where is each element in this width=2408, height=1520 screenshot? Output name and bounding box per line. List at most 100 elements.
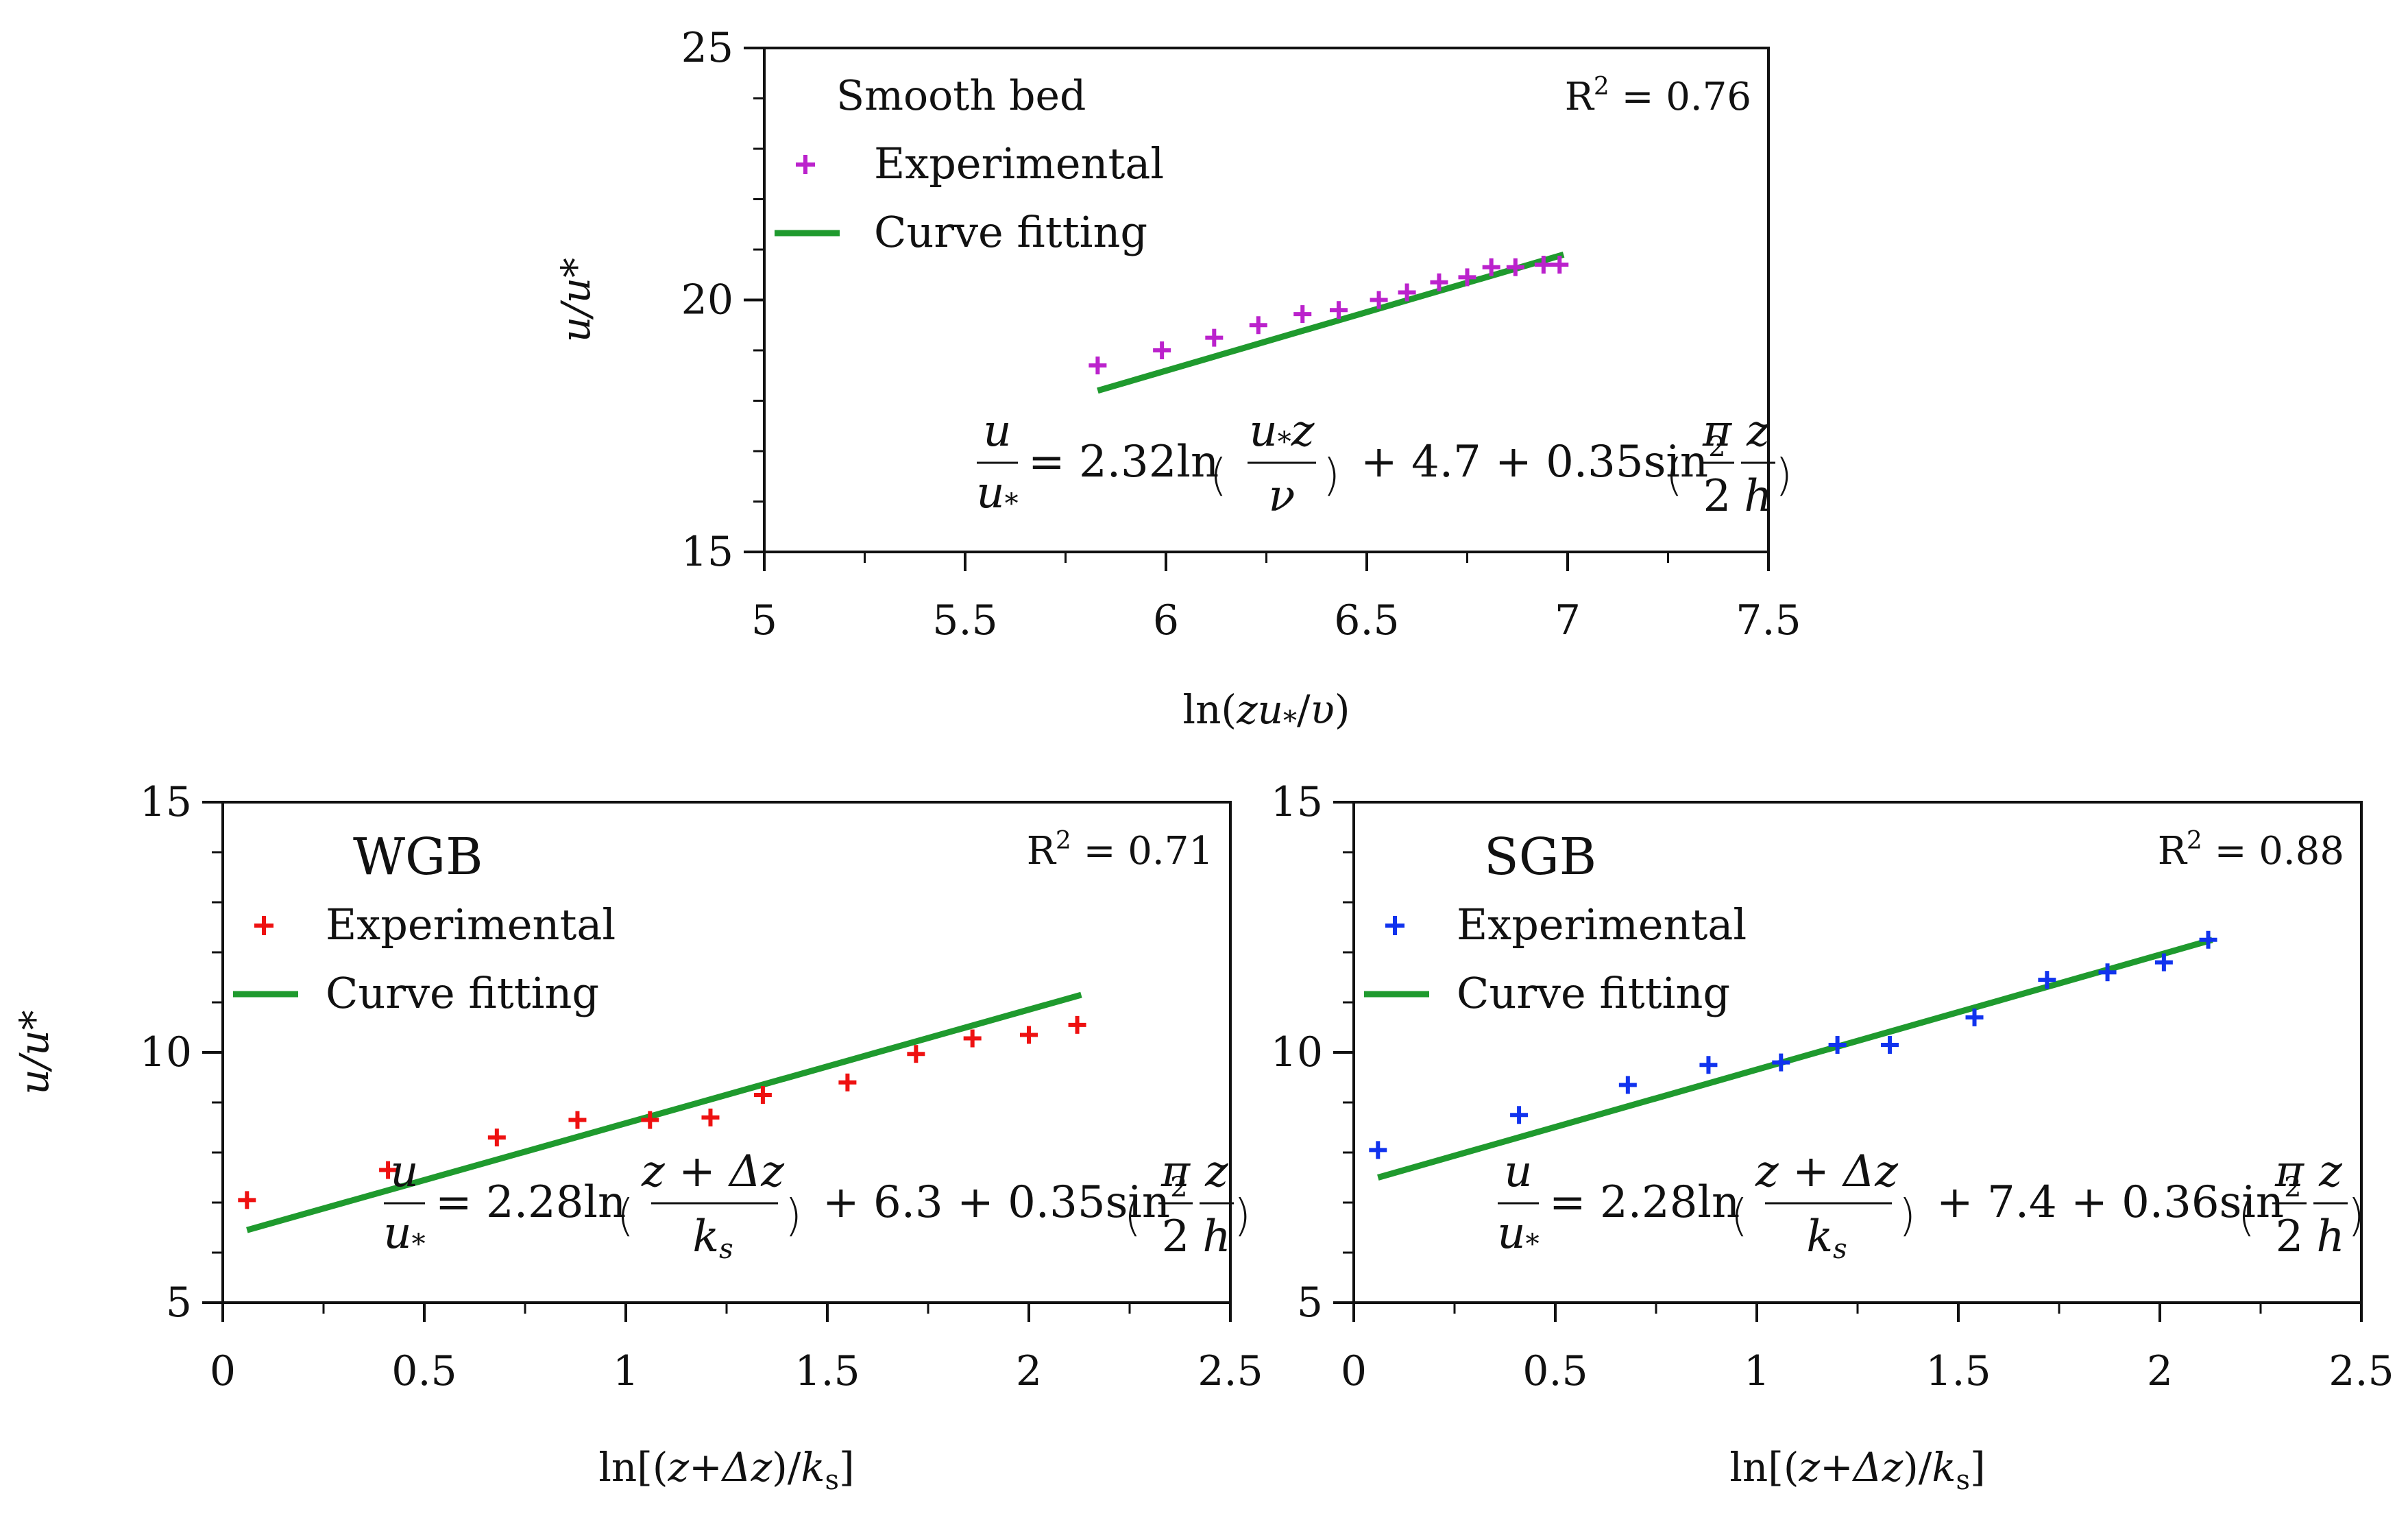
- legend-label-experimental: Experimental: [1457, 900, 1747, 950]
- eq-pi: π: [2274, 1146, 2304, 1197]
- y-tick-label: 10: [140, 1028, 192, 1076]
- data-point: [1089, 357, 1107, 375]
- eq-lhs-den: u*: [383, 1208, 425, 1260]
- eq-paren-close: ): [1899, 1191, 1916, 1242]
- data-point: [238, 1191, 256, 1209]
- x-title-part: ln[(: [598, 1444, 668, 1491]
- eq-numer-sub: *: [1278, 426, 1291, 458]
- eq-z: z: [1746, 406, 1771, 457]
- x-title-part: +: [1820, 1444, 1853, 1491]
- eq-denom-sub: s: [719, 1233, 733, 1265]
- data-point: [2038, 971, 2056, 989]
- panel-title: SGB: [1484, 828, 1596, 886]
- eq-lhs-den-u: u: [383, 1208, 411, 1259]
- legend-label-fit: Curve fitting: [874, 207, 1147, 257]
- x-title-part: ): [1335, 686, 1350, 733]
- x-axis-title: ln[(z+Δz)/ks]: [598, 1444, 854, 1496]
- x-title-part: ln(: [1183, 686, 1237, 733]
- r2-label: R: [1027, 829, 1057, 873]
- eq-lhs-den-sub: *: [1526, 1229, 1540, 1260]
- data-point: [1369, 1141, 1387, 1159]
- data-point: [1329, 301, 1348, 319]
- data-point: [1430, 273, 1448, 291]
- data-point: [838, 1073, 857, 1091]
- x-title-part: ]: [839, 1444, 855, 1491]
- r2-value: = 0.88: [2202, 829, 2344, 873]
- legend-marker-experimental: [1385, 916, 1404, 935]
- eq-denom-k: k: [1806, 1211, 1833, 1262]
- y-tick-label: 15: [681, 528, 733, 576]
- eq-lhs-den-sub: *: [412, 1229, 426, 1260]
- x-tick-label: 5.5: [932, 596, 997, 644]
- x-title-part: +: [689, 1444, 722, 1491]
- x-tick-label: 1.5: [794, 1347, 860, 1395]
- x-tick-label: 1.5: [1925, 1347, 1991, 1395]
- eq-lhs-num: u: [1504, 1146, 1532, 1197]
- x-title-part: )/: [1903, 1444, 1932, 1491]
- x-title-part: Δz: [721, 1444, 773, 1491]
- eq-lhs-den: u*: [1497, 1208, 1539, 1260]
- eq-paren-close: ): [785, 1191, 802, 1242]
- eq-rest-text: + 4.7 + 0.35sin: [1361, 437, 1708, 487]
- x-axis-title: ln[(z+Δz)/ks]: [1729, 1444, 1985, 1496]
- data-point: [1618, 1076, 1637, 1094]
- legend-label-fit: Curve fitting: [1457, 968, 1730, 1018]
- x-tick-label: 6.5: [1334, 596, 1399, 644]
- data-point: [1506, 258, 1524, 276]
- x-tick-label: 1: [1744, 1347, 1770, 1395]
- y-tick-label: 15: [140, 778, 192, 826]
- eq-denom-k: k: [692, 1211, 719, 1262]
- y-tick-label: 20: [681, 276, 733, 324]
- x-title-part: /: [1297, 686, 1311, 733]
- eq-rest-text: + 7.4 + 0.36sin: [1936, 1177, 2284, 1228]
- data-point: [1370, 291, 1388, 309]
- eq-paren-open: (: [1210, 450, 1227, 501]
- fit-line: [1097, 252, 1565, 394]
- data-point: [487, 1129, 506, 1147]
- x-title-part: *: [1283, 705, 1297, 737]
- x-title-part: k: [801, 1444, 825, 1491]
- data-point: [1510, 1106, 1529, 1124]
- data-point: [1699, 1056, 1718, 1074]
- data-point: [1153, 341, 1171, 359]
- x-axis-title: ln(zu*/υ): [1183, 686, 1350, 737]
- data-point: [1482, 258, 1500, 276]
- data-point: [1205, 328, 1224, 347]
- x-tick-label: 6: [1153, 596, 1179, 644]
- r2-label: R: [2158, 829, 2188, 873]
- eq-sq: 2: [1708, 431, 1725, 463]
- x-tick-label: 7.5: [1736, 596, 1801, 644]
- eq-rest: + 6.3 + 0.35sin2: [823, 1172, 1188, 1228]
- data-point: [907, 1045, 925, 1063]
- panel-title: Smooth bed: [836, 72, 1086, 120]
- eq-rest-text: + 6.3 + 0.35sin: [823, 1177, 1170, 1228]
- r2-superscript: 2: [1594, 73, 1609, 101]
- x-tick-label: 2.5: [1197, 1347, 1263, 1395]
- x-tick-label: 2.5: [2328, 1347, 2394, 1395]
- x-title-part: Δz: [1852, 1444, 1904, 1491]
- y-axis-title-text: u/u*: [11, 1010, 58, 1094]
- eq-numer: z + Δz: [1755, 1146, 1899, 1197]
- data-point: [641, 1111, 659, 1129]
- eq-two: 2: [2276, 1211, 2304, 1262]
- x-title-part: zu: [1236, 686, 1283, 733]
- r2-label: R: [1565, 75, 1595, 119]
- legend-marker-experimental: [254, 916, 273, 935]
- r2-superscript: 2: [1056, 827, 1071, 855]
- legend-label-experimental: Experimental: [874, 138, 1164, 189]
- data-point: [1828, 1036, 1847, 1054]
- data-point: [1534, 256, 1553, 274]
- data-point: [701, 1108, 720, 1126]
- eq-coef: = 2.28ln: [1549, 1177, 1740, 1228]
- eq-sq: 2: [1170, 1172, 1187, 1203]
- eq-numer: u*z: [1250, 406, 1315, 458]
- eq-paren2-close: ): [1775, 450, 1792, 501]
- y-axis-title: u/u*: [552, 258, 599, 342]
- fit-line: [1377, 937, 2213, 1181]
- y-tick-label: 5: [166, 1279, 192, 1327]
- data-point: [1458, 268, 1476, 287]
- y-tick-label: 10: [1271, 1028, 1323, 1076]
- r2-value: = 0.76: [1609, 75, 1751, 119]
